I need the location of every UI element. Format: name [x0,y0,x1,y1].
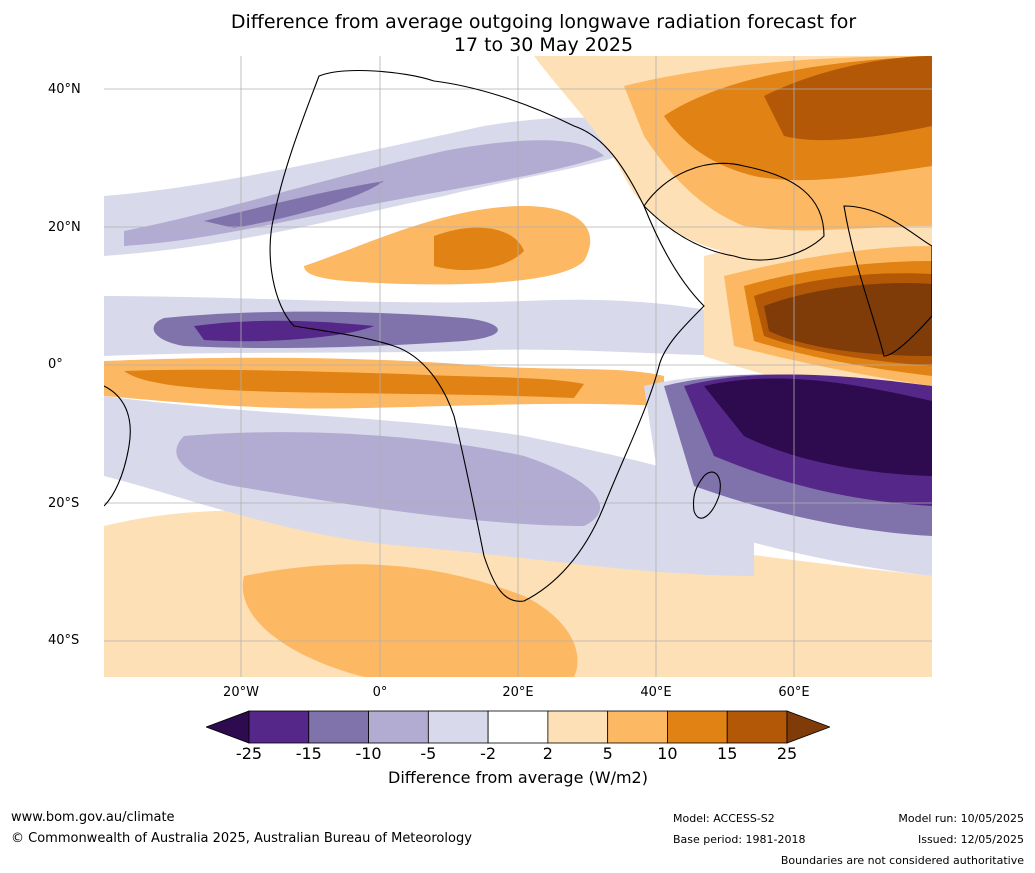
colorbar-swatch [547,710,609,744]
colorbar-tick-label: -15 [295,744,322,763]
south-america-coastline [104,385,131,507]
footer-model: Model: ACCESS-S2 [673,812,775,825]
footer-website[interactable]: www.bom.gov.au/climate [11,810,175,825]
colorbar-swatch [667,710,728,744]
colorbar-swatch [248,710,310,744]
lat-label-20s: 20°S [48,496,80,511]
lat-label-20n: 20°N [48,220,81,235]
lon-label-0: 0° [372,685,388,700]
gridlines [104,56,932,677]
colorbar-tick-label: 2 [542,744,553,763]
lat-label-40n: 40°N [48,82,81,97]
lon-label-20w: 20°W [223,685,259,700]
lon-label-40e: 40°E [640,685,672,700]
footer-model-run: Model run: 10/05/2025 [898,812,1024,825]
colorbar-arrow-high [786,710,830,744]
band-north-equator-dark-purple [194,320,374,342]
colorbar-swatch [427,710,489,744]
chart-title-line2: 17 to 30 May 2025 [453,34,634,56]
colorbar-swatch [607,710,668,744]
sahel-dark-orange [434,227,524,271]
band-south-orange [242,564,578,677]
middle-east-brown [764,56,932,141]
india-coastline [843,205,932,357]
coastlines [104,70,932,602]
colorbar [206,710,830,744]
colorbar-tick-label: -5 [420,744,437,763]
colorbar-swatch [368,710,429,744]
indian-ocean-darkest [704,378,932,476]
arabia-coastline [643,162,825,261]
footer-issued: Issued: 12/05/2025 [917,833,1024,846]
madagascar-coastline [692,471,721,519]
colorbar-tick-label: 25 [776,744,798,763]
colorbar-tick-label: 5 [602,744,613,763]
colorbar-label: Difference from average (W/m2) [388,768,648,787]
africa-coastline [269,70,705,602]
footer-copyright: © Commonwealth of Australia 2025, Austra… [11,831,472,846]
sahara-dark-purple [204,181,384,228]
band-south-purple [176,432,601,526]
footer-disclaimer: Boundaries are not considered authoritat… [780,854,1024,867]
colorbar-tick-label: -25 [235,744,263,763]
colorbar-swatch [487,710,549,744]
lon-label-60e: 60°E [778,685,810,700]
band-equator-dark-orange [124,369,584,398]
lat-label-0: 0° [48,357,63,372]
lat-label-40s: 40°S [48,633,80,648]
footer-base-period: Base period: 1981-2018 [673,833,806,846]
colorbar-tick-label: -2 [480,744,497,763]
lon-label-20e: 20°E [502,685,534,700]
colorbar-swatch [308,710,369,744]
colorbar-tick-label: 15 [717,744,738,763]
colorbar-tick-label: -10 [355,744,382,763]
anomaly-map [104,56,932,677]
colorbar-swatch [726,710,788,744]
colorbar-arrow-low [206,710,250,744]
chart-title-line1: Difference from average outgoing longwav… [230,11,857,33]
colorbar-tick-label: 10 [657,744,678,763]
india-darkest [764,283,932,356]
